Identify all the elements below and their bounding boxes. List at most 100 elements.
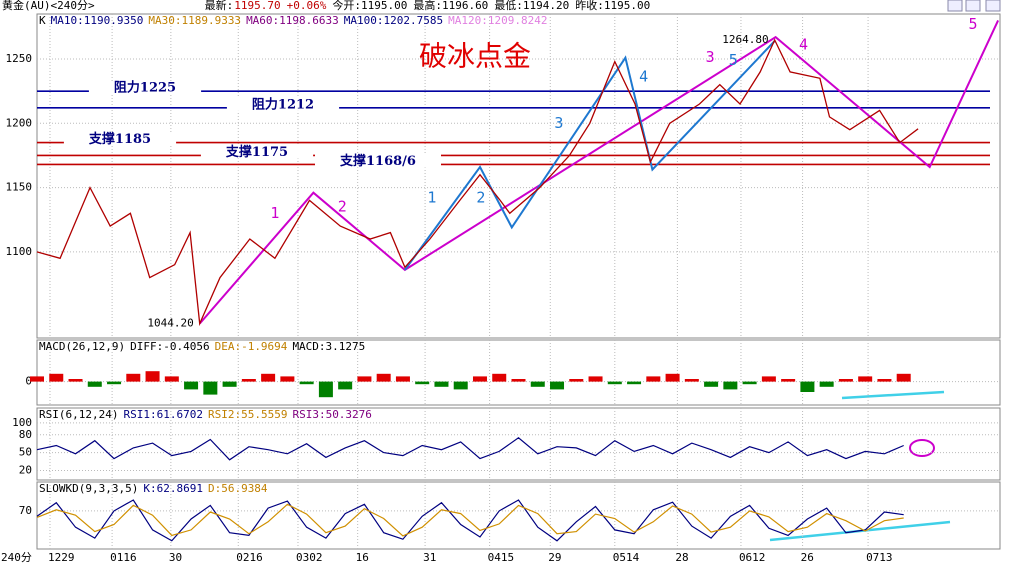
legend-entry: K: [39, 14, 46, 27]
nav-button[interactable]: [965, 0, 981, 12]
macd-bar: [261, 373, 276, 382]
macd-bar: [357, 376, 372, 382]
y-tick-label: 1250: [6, 52, 33, 65]
macd-bar: [68, 379, 83, 382]
y-tick-label: 70: [19, 504, 32, 517]
level-label: 阻力1225: [114, 80, 176, 96]
wave-line: [404, 40, 776, 271]
macd-bar: [184, 381, 199, 390]
level-label: 支撑1168/6: [339, 153, 416, 169]
header-text: 最高:1196.60: [413, 0, 488, 12]
x-tick-label: 0415: [488, 551, 515, 564]
y-tick-label: 100: [12, 416, 32, 429]
y-tick-label: 1200: [6, 116, 33, 129]
label-bg: [200, 145, 314, 159]
macd-bar: [492, 373, 507, 382]
indicator-line: [36, 499, 904, 542]
legend-entry: RSI2:55.5559: [208, 408, 287, 421]
legend-entry: DIFF:-0.4056: [130, 340, 209, 353]
annotation: 1264.80: [722, 33, 768, 46]
header-text: 今开:1195.00: [332, 0, 407, 12]
legend-entry: K:62.8691: [143, 482, 203, 495]
macd-bar: [299, 381, 314, 385]
legend-entry: RSI1:61.6702: [123, 408, 202, 421]
y-tick-label: 50: [19, 446, 32, 459]
macd-bar: [472, 376, 487, 382]
annotation: 2: [476, 188, 485, 206]
annotation: 5: [969, 15, 978, 33]
macd-bar: [203, 381, 218, 395]
macd-bar: [434, 381, 449, 387]
panel-frame: [36, 407, 1001, 481]
macd-bar: [241, 379, 256, 382]
x-tick-label: 31: [423, 551, 436, 564]
label-bg: [315, 154, 441, 168]
annotation: 3: [706, 48, 715, 66]
level-label: 支撑1175: [225, 144, 288, 160]
legend-entry: D:56.9384: [208, 482, 268, 495]
x-tick-label: 0612: [739, 551, 766, 564]
wave-line: [198, 19, 1000, 325]
legend-entry: MACD:3.1275: [292, 340, 365, 353]
macd-bar: [646, 376, 661, 382]
x-tick-label: 28: [675, 551, 688, 564]
macd-bar: [607, 381, 622, 385]
y-tick-label: 1150: [6, 181, 33, 194]
macd-bar: [49, 373, 64, 382]
macd-bar: [723, 381, 738, 390]
nav-button[interactable]: [985, 0, 1001, 12]
annotation: 4: [639, 68, 648, 86]
header-text: 昨收:1195.00: [575, 0, 650, 12]
macd-bar: [742, 381, 757, 385]
annotation: 1: [427, 188, 436, 206]
label-bg: [63, 132, 177, 146]
macd-bar: [338, 381, 353, 390]
x-axis-label: 240分: [1, 551, 32, 564]
legend-entry: MA30:1189.9333: [148, 14, 241, 27]
macd-bar: [126, 373, 141, 382]
x-tick-label: 29: [548, 551, 561, 564]
panel-frame: [36, 481, 1001, 550]
annotation: 1044.20: [147, 317, 193, 330]
macd-bar: [819, 381, 834, 387]
y-tick-label: 80: [19, 428, 32, 441]
trend-line: [841, 390, 945, 400]
x-tick-label: 16: [356, 551, 369, 564]
x-tick-label: 30: [169, 551, 182, 564]
macd-bar: [530, 381, 545, 387]
legend-entry: MA100:1202.7585: [344, 14, 443, 27]
macd-bar: [627, 381, 642, 385]
legend-entry: RSI(6,12,24): [39, 408, 118, 421]
macd-bar: [665, 373, 680, 382]
x-tick-label: 0116: [110, 551, 137, 564]
level-label: 支撑1185: [88, 131, 151, 147]
macd-bar: [164, 376, 179, 382]
label-bg: [88, 81, 202, 95]
macd-bar: [896, 373, 911, 382]
highlight-circle: [909, 439, 935, 457]
nav-button[interactable]: [947, 0, 963, 12]
legend-entry: MACD(26,12,9): [39, 340, 125, 353]
macd-bar: [858, 376, 873, 382]
macd-bar: [30, 376, 44, 382]
panel-frame: [36, 13, 1001, 339]
panel-frame: [36, 339, 1001, 406]
header-text: 黄金(AU)<240分>: [2, 0, 95, 12]
macd-bar: [453, 381, 468, 390]
legend-entry: MA60:1198.6633: [246, 14, 339, 27]
price-line: [36, 38, 919, 327]
macd-bar: [318, 381, 333, 398]
indicator-line: [36, 503, 904, 537]
legend-entry: RSI3:50.3276: [292, 408, 371, 421]
macd-bar: [704, 381, 719, 387]
chart-title: 破冰点金: [419, 40, 531, 73]
x-tick-label: 1229: [48, 551, 75, 564]
macd-bar: [87, 381, 102, 387]
macd-bar: [376, 373, 391, 382]
macd-bar: [877, 379, 892, 382]
macd-bar: [107, 381, 122, 385]
macd-bar: [222, 381, 237, 387]
header-text: 1195.70: [234, 0, 280, 12]
annotation: 4: [799, 35, 808, 53]
